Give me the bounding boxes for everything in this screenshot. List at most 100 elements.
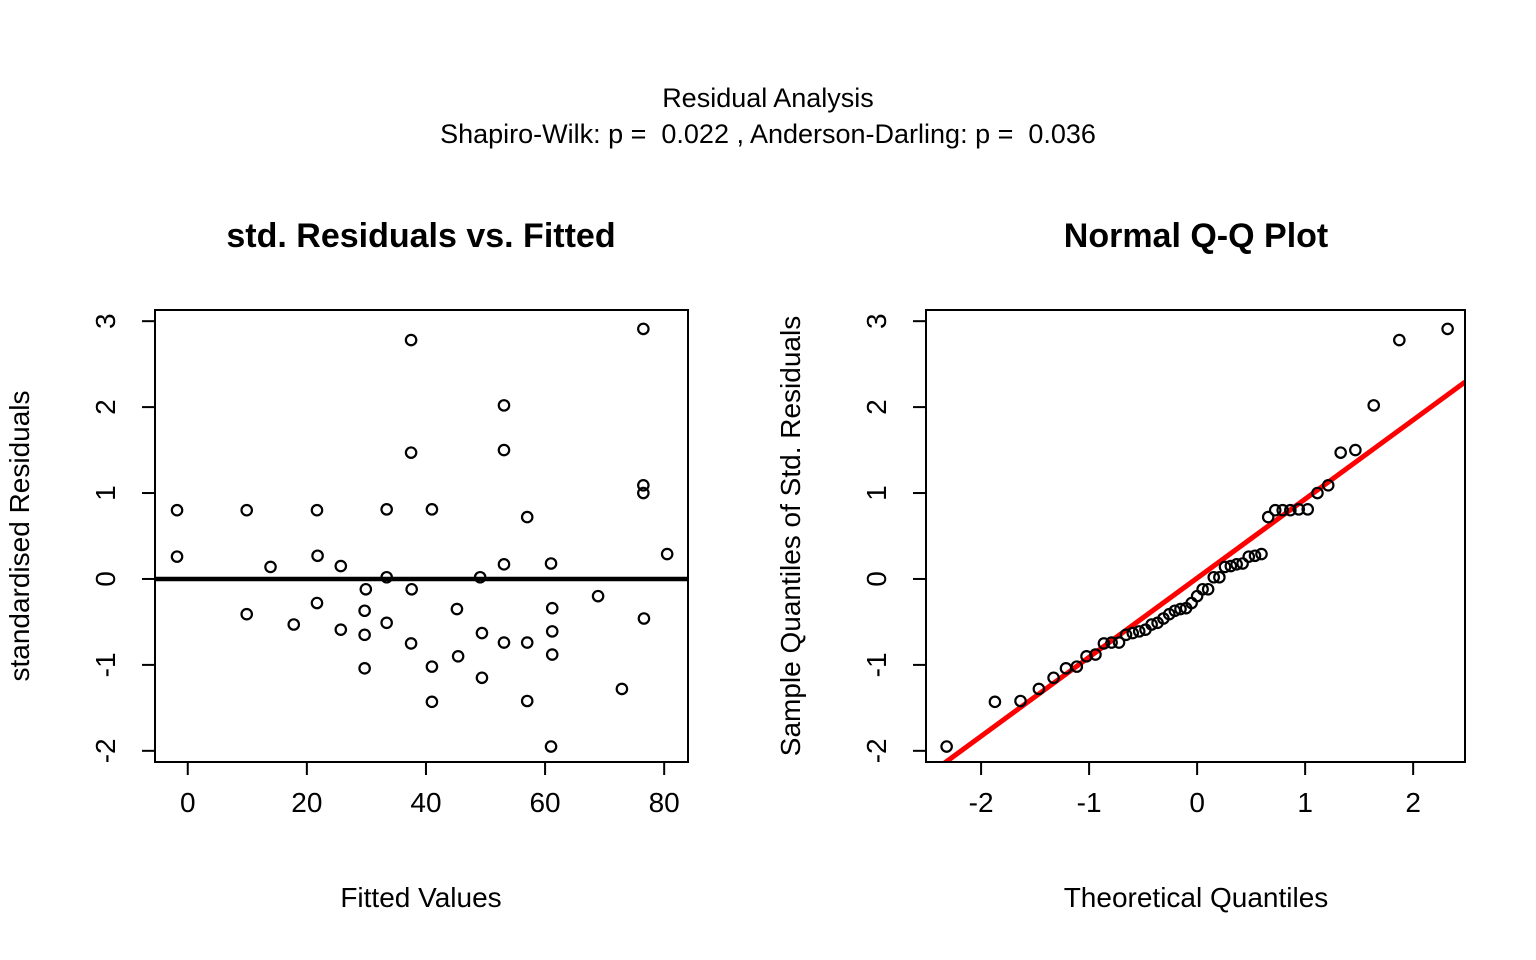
x-tick-label: 20 <box>291 787 322 818</box>
data-point <box>450 602 464 616</box>
y-tick-label: -1 <box>861 652 892 677</box>
data-point <box>637 612 651 625</box>
data-point <box>988 695 1002 709</box>
data-point <box>1441 322 1454 336</box>
x-tick-label: 2 <box>1405 787 1421 818</box>
data-point <box>1032 682 1046 696</box>
data-point <box>1132 625 1146 638</box>
data-point <box>1242 550 1256 563</box>
data-point <box>1367 399 1381 412</box>
data-point <box>545 625 559 638</box>
data-point <box>520 636 534 649</box>
data-point <box>1218 560 1232 574</box>
data-point <box>1089 648 1102 661</box>
data-point <box>1284 503 1297 517</box>
data-point <box>287 618 301 631</box>
data-point <box>1097 637 1111 650</box>
data-point <box>425 660 439 673</box>
data-point <box>1321 479 1335 492</box>
plot-box <box>925 309 1466 763</box>
y-tick-label: 3 <box>90 313 121 329</box>
data-point <box>520 510 534 524</box>
data-point <box>1261 510 1275 524</box>
data-point <box>170 550 184 563</box>
panel-normal-qq-plot: Normal Q-Q Plot Theoretical Quantiles Sa… <box>775 217 1466 913</box>
data-point <box>1190 589 1204 603</box>
data-point <box>380 616 393 630</box>
data-point <box>240 607 254 621</box>
y-tick-label: -1 <box>90 652 121 677</box>
data-point <box>310 596 324 610</box>
data-point <box>264 560 277 574</box>
right-x-axis-label: Theoretical Quantiles <box>1064 882 1329 913</box>
x-tick-label: -2 <box>969 787 994 818</box>
data-point <box>637 322 650 336</box>
data-point <box>1014 694 1027 708</box>
data-point <box>1168 604 1182 618</box>
data-point <box>1196 582 1209 596</box>
data-point <box>334 559 348 573</box>
panel-residuals-vs-fitted: std. Residuals vs. Fitted Fitted Values … <box>4 217 689 913</box>
data-point <box>1070 660 1084 673</box>
data-point <box>334 623 348 636</box>
data-point <box>520 694 534 708</box>
data-point <box>637 486 650 500</box>
data-point <box>1201 582 1215 596</box>
y-tick-label: 0 <box>90 571 121 587</box>
qq-reference-line <box>941 380 1465 762</box>
right-plot-area: -2 -1 0 1 2 -2 -1 0 1 2 3 <box>861 309 1466 818</box>
data-point <box>380 503 393 516</box>
left-x-axis-label: Fitted Values <box>340 882 501 913</box>
figure-subtitle: Shapiro-Wilk: p = 0.022 , Anderson-Darli… <box>440 119 1096 149</box>
data-point <box>405 582 418 596</box>
data-point <box>1207 570 1221 584</box>
data-point <box>1255 547 1268 561</box>
data-point <box>1276 503 1289 517</box>
plot-box <box>154 309 689 763</box>
data-point <box>497 399 511 412</box>
y-tick-label: 1 <box>861 485 892 501</box>
data-point <box>1112 636 1126 649</box>
x-tick-label: 80 <box>649 787 680 818</box>
data-point <box>1301 503 1315 516</box>
data-point <box>1047 671 1060 685</box>
data-point <box>545 601 559 615</box>
y-tick-label: -2 <box>90 738 121 763</box>
data-point <box>404 333 418 347</box>
data-point <box>425 503 439 516</box>
data-point <box>310 503 324 517</box>
data-point <box>544 557 558 570</box>
data-point <box>473 570 487 584</box>
data-point <box>240 503 254 517</box>
left-y-axis-label: standardised Residuals <box>4 390 35 681</box>
y-tick-label: 3 <box>861 313 892 329</box>
data-point <box>475 626 489 640</box>
right-y-axis-label: Sample Quantiles of Std. Residuals <box>775 316 806 756</box>
data-point <box>615 682 629 696</box>
data-point <box>1145 618 1158 631</box>
data-point <box>660 547 674 561</box>
data-point <box>1393 333 1406 347</box>
data-point <box>358 604 371 618</box>
data-point <box>1119 628 1133 642</box>
data-point <box>404 446 418 459</box>
data-point <box>451 650 465 663</box>
x-tick-label: 0 <box>180 787 196 818</box>
data-point <box>1268 503 1282 517</box>
data-point <box>591 589 605 603</box>
data-point <box>358 662 371 675</box>
x-tick-label: 1 <box>1297 787 1313 818</box>
y-tick-label: 1 <box>90 485 121 501</box>
data-point <box>1334 446 1347 459</box>
data-point <box>1349 443 1362 457</box>
data-point <box>497 443 511 457</box>
data-point <box>1236 557 1249 570</box>
data-point <box>637 479 650 492</box>
data-point <box>475 671 489 685</box>
figure-title: Residual Analysis <box>662 83 874 113</box>
data-point <box>545 648 559 661</box>
data-point <box>1213 570 1226 584</box>
data-point <box>1230 558 1243 571</box>
